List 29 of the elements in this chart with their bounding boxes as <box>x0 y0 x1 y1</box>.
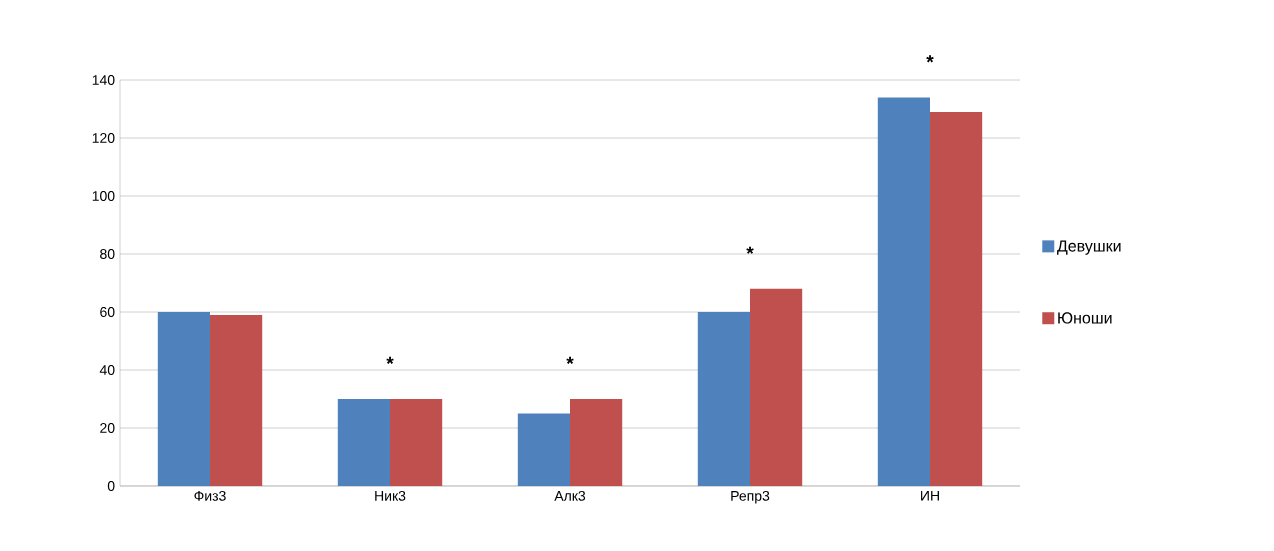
annotation: * <box>566 356 574 364</box>
annotation: * <box>746 246 754 254</box>
x-tick-label: Физ3 <box>194 490 226 501</box>
bar <box>930 111 983 486</box>
bar <box>210 314 263 486</box>
legend-label: Юноши <box>1058 312 1112 324</box>
bar <box>697 312 750 486</box>
y-tick-label: 80 <box>100 249 115 259</box>
bar <box>517 413 571 486</box>
annotation: * <box>386 356 394 364</box>
y-tick-label: 60 <box>100 307 115 317</box>
x-tick-label: Алк3 <box>554 490 586 501</box>
y-tick-label: 120 <box>92 133 115 143</box>
x-tick-label: Репр3 <box>731 490 770 504</box>
legend-label: Девушки <box>1057 240 1121 255</box>
bar <box>337 399 391 486</box>
bar <box>877 97 930 486</box>
y-tick-label: 40 <box>99 365 115 375</box>
x-tick-label: ИН <box>921 490 939 501</box>
bar <box>750 288 803 486</box>
y-tick-label: 0 <box>107 481 115 491</box>
bar <box>157 312 211 486</box>
x-tick-label: Ник3 <box>375 490 406 501</box>
bar <box>570 399 623 486</box>
y-tick-label: 140 <box>92 75 115 85</box>
text: * <box>926 55 934 63</box>
y-tick-label: 100 <box>92 191 115 201</box>
bar <box>390 399 443 486</box>
y-tick-label: 20 <box>100 423 115 433</box>
